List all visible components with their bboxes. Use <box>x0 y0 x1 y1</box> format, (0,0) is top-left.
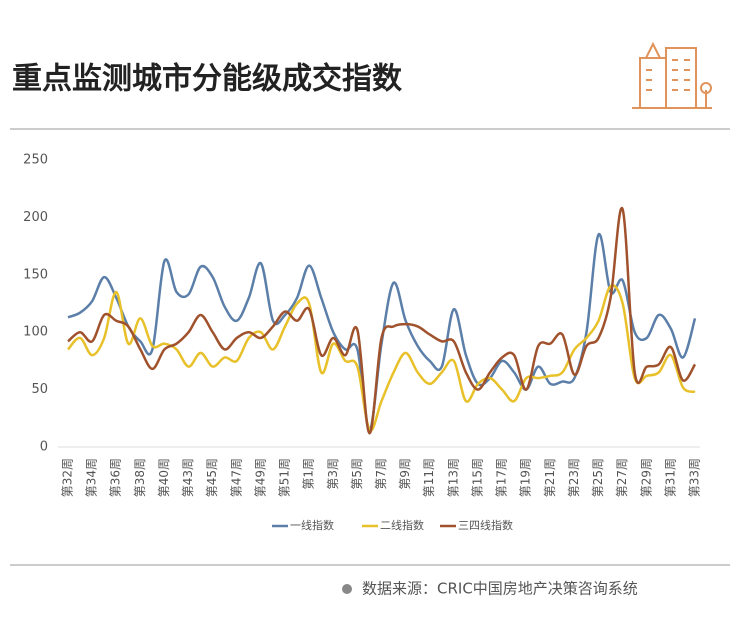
x-tick-label: 第17周 <box>495 458 509 497</box>
source: 数据来源：CRIC中国房地产决策咨询系统 <box>362 580 638 598</box>
x-tick-label: 第45周 <box>205 458 219 497</box>
x-tick-label: 第49周 <box>253 458 267 497</box>
x-tick-label: 第51周 <box>278 458 292 497</box>
x-tick-label: 第13周 <box>446 458 460 497</box>
y-tick-label: 100 <box>23 325 48 340</box>
y-tick-label: 50 <box>31 382 48 397</box>
x-tick-label: 第32周 <box>61 458 75 497</box>
line <box>67 206 697 435</box>
x-tick-label: 第34周 <box>85 458 99 497</box>
x-tick-label: 第43周 <box>181 458 195 497</box>
x-tick-label: 第29周 <box>639 458 653 497</box>
x-tick-label: 第5周 <box>350 458 364 490</box>
x-tick-label: 第19周 <box>519 458 533 497</box>
x-tick-label: 第47周 <box>229 458 243 497</box>
source-dot <box>342 584 352 594</box>
x-tick-label: 第11周 <box>422 458 436 497</box>
legend-label: 一线指数 <box>290 518 334 532</box>
building-icon <box>632 41 712 109</box>
x-tick-label: 第38周 <box>133 458 147 497</box>
x-tick-label: 第21周 <box>543 458 557 497</box>
legend-label: 二线指数 <box>380 518 424 532</box>
x-tick-label: 第25周 <box>591 458 605 497</box>
chart-title: 重点监测城市分能级成交指数 <box>12 62 403 97</box>
x-tick-label: 第36周 <box>109 458 123 497</box>
y-tick-label: 0 <box>40 440 48 455</box>
line <box>67 284 696 432</box>
x-tick-label: 第3周 <box>326 458 340 490</box>
x-tick-label: 第33周 <box>688 458 702 497</box>
x-tick-label: 第27周 <box>615 458 629 497</box>
y-tick-label: 150 <box>23 267 48 282</box>
x-tick-label: 第40周 <box>157 458 171 497</box>
x-tick-label: 第7周 <box>374 458 388 490</box>
x-tick-label: 第15周 <box>470 458 484 497</box>
x-tick-label: 第9周 <box>398 458 412 490</box>
y-tick-label: 250 <box>23 153 48 168</box>
x-tick-label: 第23周 <box>567 458 581 497</box>
y-tick-label: 200 <box>23 210 48 225</box>
x-tick-label: 第31周 <box>663 458 677 497</box>
legend-label: 三四线指数 <box>458 518 513 532</box>
x-tick-label: 第1周 <box>302 458 316 490</box>
